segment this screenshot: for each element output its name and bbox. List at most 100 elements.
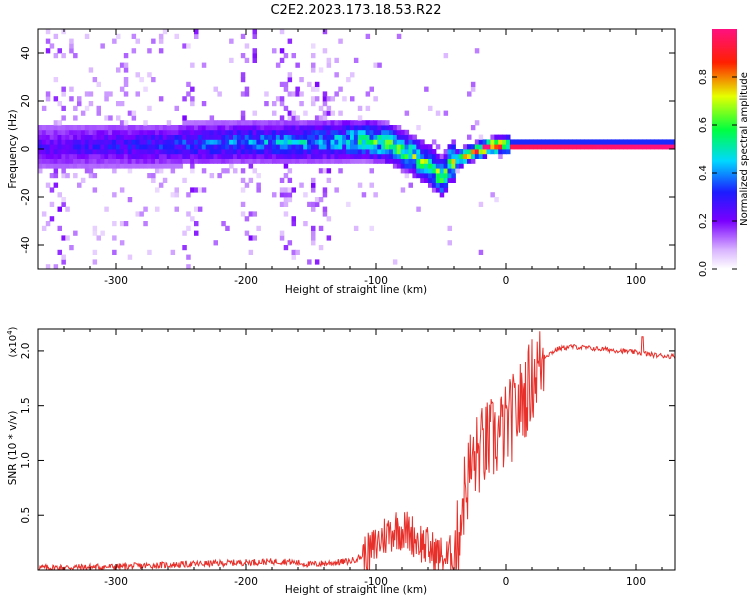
heatmap-cell [385,153,390,159]
heatmap-cell [213,86,218,92]
heatmap-cell [482,149,488,155]
heatmap-cell [209,120,215,126]
heatmap-cell [53,139,59,145]
heatmap-cell [272,48,277,54]
heatmap-cell [342,153,347,159]
heatmap-cell [420,173,425,179]
heatmap-cell [420,177,425,183]
heatmap-cell [49,144,55,150]
heatmap-cell [365,134,371,140]
heatmap-cell [272,129,277,135]
heatmap-cell [217,139,222,145]
heatmap-cell [322,144,328,150]
heatmap-cell [252,158,257,164]
heatmap-cell [443,173,449,179]
heatmap-cell [673,144,675,150]
heatmap-cell [96,134,101,140]
heatmap-cell [248,158,254,164]
heatmap-cell [357,125,363,131]
heatmap-cell [123,149,129,155]
heatmap-cell [307,259,312,265]
heatmap-cell [221,168,226,174]
heatmap-cell [283,187,289,193]
heatmap-cell [463,153,468,159]
heatmap-cell [147,163,152,169]
heatmap-cell [41,158,47,164]
heatmap-cell [431,158,437,164]
heatmap-cell [264,101,269,107]
heatmap-cell [322,29,328,35]
heatmap-cell [420,168,425,174]
heatmap-cell [61,163,66,169]
heatmap-cell [451,173,456,179]
heatmap-cell [279,235,285,241]
heatmap-cell [119,129,125,135]
heatmap-cell [139,129,144,135]
heatmap-cell [49,149,55,155]
heatmap-cell [244,230,250,236]
heatmap-cell [57,149,62,155]
heatmap-cell [61,173,66,179]
heatmap-cell [127,254,133,260]
heatmap-cell [186,120,191,126]
heatmap-cell [213,139,218,145]
heatmap-cell [92,77,98,83]
heatmap-cell [174,153,179,159]
heatmap-cell [299,77,304,83]
heatmap-cell [431,182,437,188]
heatmap-cell [92,158,98,164]
heatmap-cell [135,129,140,135]
heatmap-cell [357,182,363,188]
snr-xlabel: Height of straight line (km) [285,584,427,596]
snr-xtick-label: -300 [104,576,128,588]
heatmap-cell [330,134,335,140]
heatmap-cell [307,125,312,131]
heatmap-cell [435,158,441,164]
heatmap-cell [61,235,66,241]
heatmap-cell [135,91,140,97]
heatmap-cell [162,29,168,35]
heatmap-cell [478,249,484,255]
heatmap-cell [190,149,195,155]
heatmap-cell [318,168,324,174]
heatmap-cell [201,120,207,126]
heatmap-cell [186,158,191,164]
heatmap-cell [100,43,105,49]
heatmap-cell [65,134,70,140]
heatmap-cell [61,105,66,111]
heatmap-cell [139,139,144,145]
heatmap-cell [334,144,339,150]
heatmap-cell [158,149,164,155]
heatmap-cell [80,134,86,140]
heatmap-cell [455,158,460,164]
heatmap-cell [88,173,94,179]
heatmap-cell [49,43,55,49]
heatmap-cell [139,153,144,159]
heatmap-cell [45,96,51,102]
heatmap-cell [346,139,351,145]
heatmap-cell [225,153,230,159]
heatmap-cell [338,86,343,92]
heatmap-cell [381,134,386,140]
heatmap-cell [73,149,78,155]
heatmap-cell [201,129,207,135]
heatmap-cell [291,254,296,260]
heatmap-cell [264,134,269,140]
heatmap-cell [61,153,66,159]
heatmap-cell [240,33,246,39]
heatmap-cell [131,139,137,145]
heatmap-cell [38,158,43,164]
heatmap-cell [194,153,199,159]
heatmap-cell [291,158,296,164]
heatmap-cell [240,153,246,159]
heatmap-cell [240,187,246,193]
heatmap-cell [112,144,117,150]
heatmap-cell [665,144,671,150]
heatmap-cell [248,211,254,217]
heatmap-cell [603,139,608,145]
heatmap-cell [311,125,316,131]
heatmap-cell [88,149,94,155]
heatmap-cell [162,139,168,145]
heatmap-cell [572,144,577,150]
heatmap-cell [314,158,320,164]
